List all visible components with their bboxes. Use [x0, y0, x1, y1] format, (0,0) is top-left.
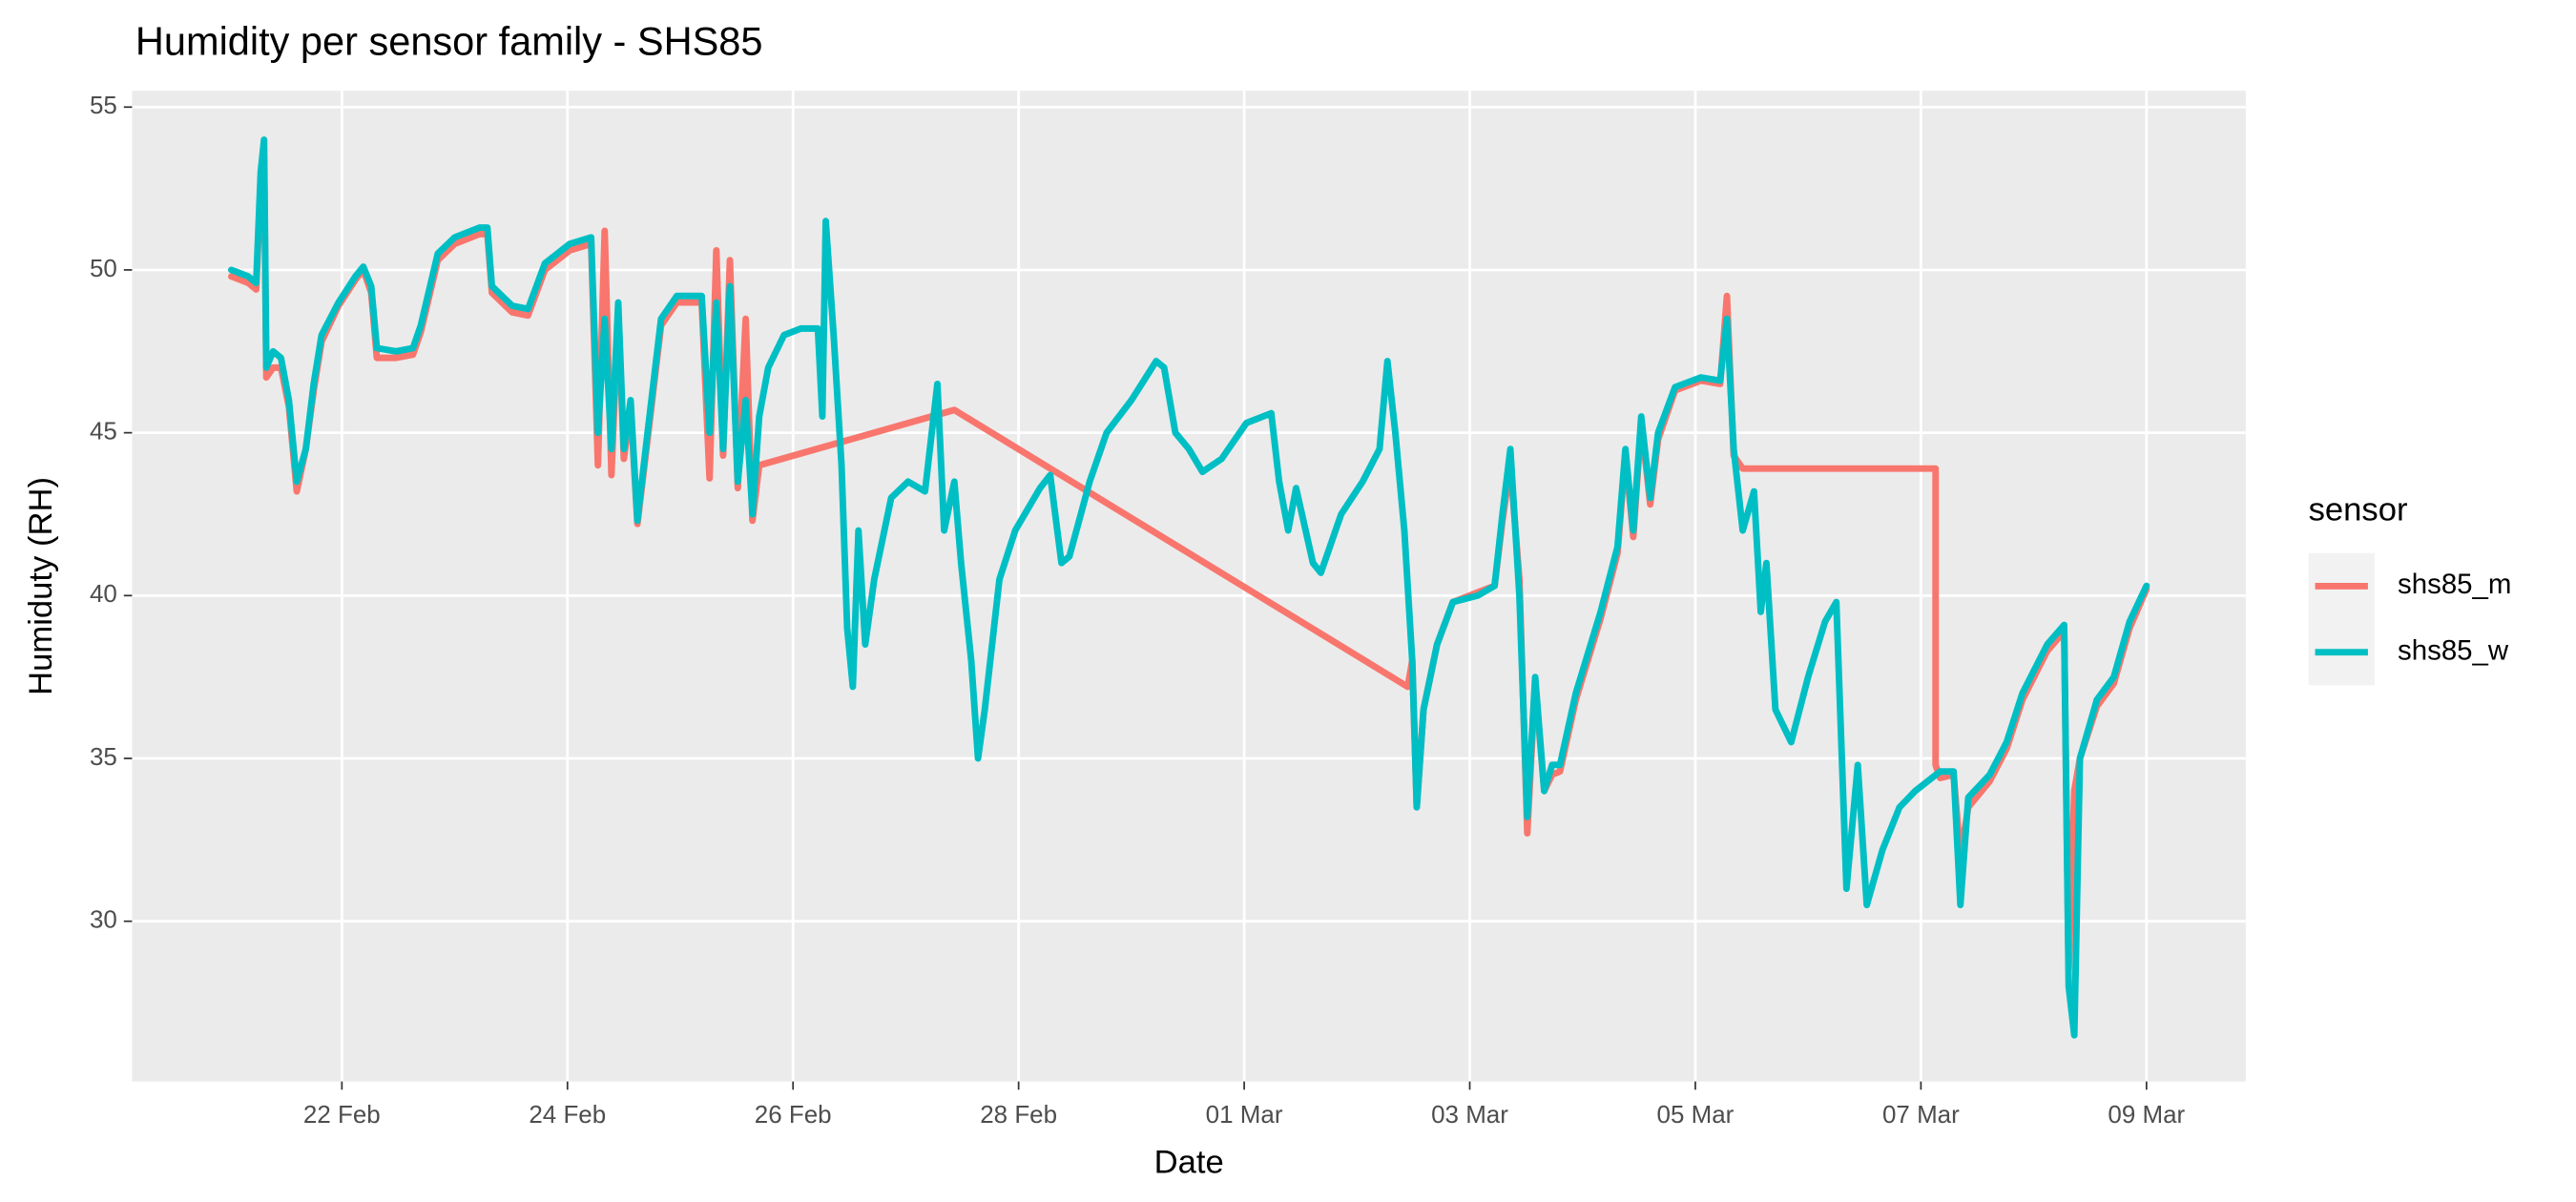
- plot-panel: [132, 91, 2246, 1082]
- axes: 30 35 40 45 50 55 22 Feb 24 Feb 26 Feb 28 Feb 01 M…: [90, 91, 2186, 1129]
- x-tick-label: 01 Mar: [1206, 1100, 1283, 1129]
- x-tick-label: 24 Feb: [529, 1100, 606, 1129]
- y-axis-label: Humiduty (RH): [23, 477, 59, 695]
- x-tick-label: 05 Mar: [1657, 1100, 1735, 1129]
- x-tick-label: 03 Mar: [1431, 1100, 1508, 1129]
- x-tick-label: 07 Mar: [1882, 1100, 1960, 1129]
- legend: sensor shs85_m shs85_w: [2308, 492, 2511, 686]
- x-axis-label: Date: [1154, 1144, 1224, 1180]
- y-tick-label: 30: [90, 905, 117, 934]
- x-tick-label: 22 Feb: [303, 1100, 381, 1129]
- series-line: [228, 135, 2150, 1039]
- legend-label: shs85_m: [2398, 569, 2511, 600]
- y-tick-label: 40: [90, 579, 117, 608]
- chart-title: Humidity per sensor family - SHS85: [135, 19, 763, 64]
- x-tick-label: 26 Feb: [755, 1100, 832, 1129]
- legend-label: shs85_w: [2398, 634, 2509, 666]
- y-tick-label: 50: [90, 254, 117, 282]
- x-tick-label: 09 Mar: [2108, 1100, 2185, 1129]
- x-tick-label: 28 Feb: [980, 1100, 1057, 1129]
- legend-title: sensor: [2309, 492, 2408, 528]
- y-tick-label: 35: [90, 742, 117, 771]
- y-tick-label: 45: [90, 416, 117, 445]
- y-tick-label: 55: [90, 91, 117, 119]
- lines: [228, 135, 2150, 1039]
